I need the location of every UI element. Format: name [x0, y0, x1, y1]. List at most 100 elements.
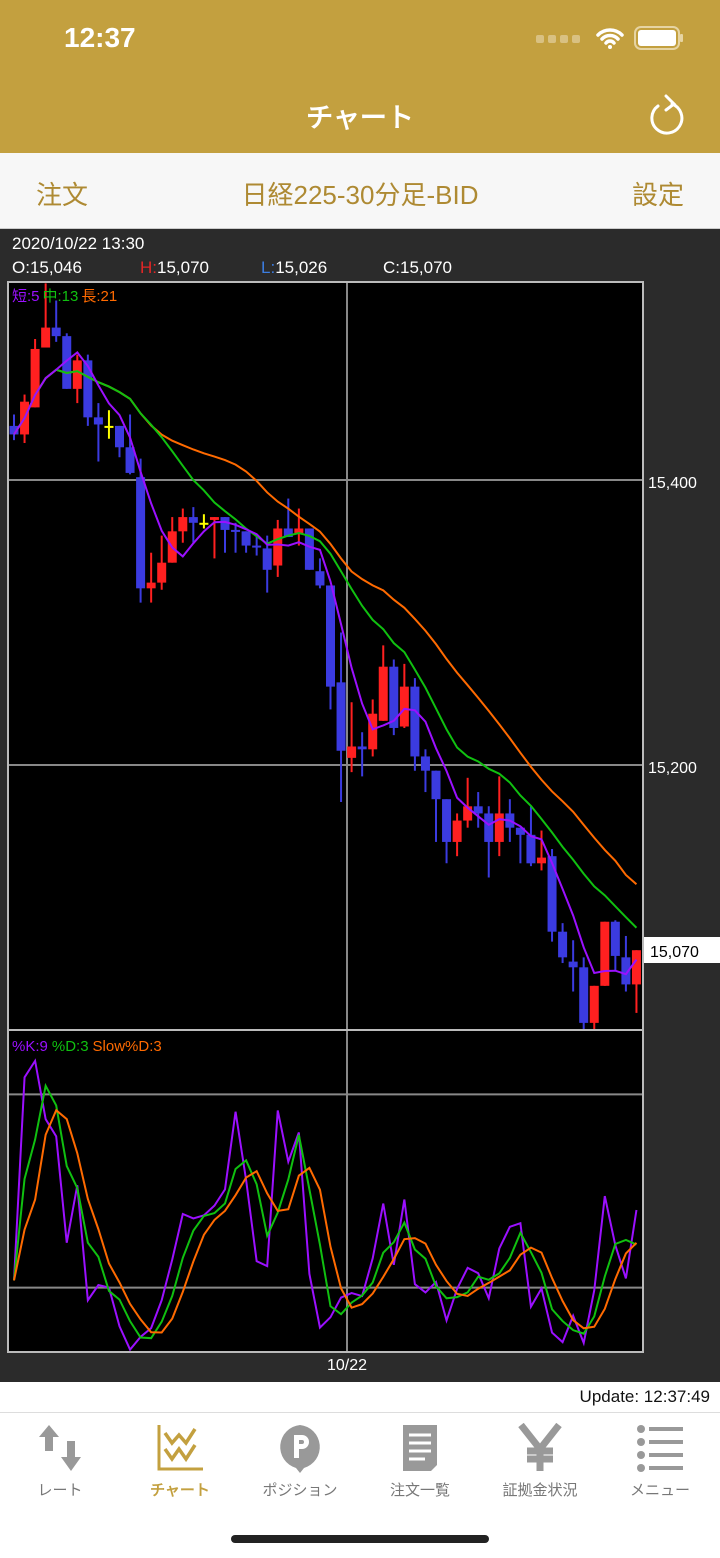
- candle-body: [93, 417, 103, 425]
- candle-body: [463, 806, 473, 821]
- candle-body: [473, 806, 483, 814]
- candle-body: [378, 666, 388, 721]
- candle-body: [547, 856, 557, 932]
- order-button[interactable]: 注文: [36, 180, 89, 210]
- candle-body: [399, 686, 409, 727]
- candle-body: [631, 950, 641, 985]
- ohlc-low: L:15,026: [261, 258, 327, 278]
- candlestick-chart[interactable]: 短:5 中:13 長:21 %K:9 %D:3 Slow%D:3 15,400 15,2…: [0, 229, 720, 1382]
- candle-body: [115, 425, 124, 448]
- moving-averages: [13, 350, 638, 976]
- candle-body: [600, 921, 610, 986]
- plot-background: [8, 282, 643, 1352]
- settings-button[interactable]: 設定: [631, 180, 684, 210]
- chart-toolbar: 注文 日経225-30分足-BID 設定: [0, 153, 720, 229]
- stoch-pane-border: [7, 1029, 644, 1353]
- high-value: 15,070: [157, 258, 209, 277]
- candle-body: [610, 921, 620, 956]
- rate-arrows-icon: [39, 1425, 81, 1471]
- ma-short-label: 短:5: [12, 288, 40, 305]
- candle-body: [30, 348, 40, 408]
- candle-body: [104, 425, 114, 428]
- x-tick-label: 10/22: [327, 1357, 367, 1374]
- candle-body: [537, 857, 546, 864]
- grid: [8, 282, 643, 1352]
- ma-mid-line: [13, 368, 638, 929]
- page-title: チャート: [306, 103, 414, 134]
- candle-body: [209, 517, 219, 520]
- candle-body: [494, 813, 504, 842]
- status-time: 12:37: [64, 22, 136, 53]
- candle-body: [125, 447, 135, 473]
- tab-menu[interactable]: メニュー: [600, 1423, 720, 1500]
- update-time: Update: 12:37:49: [579, 1387, 710, 1406]
- tab-margin[interactable]: 証拠金状況: [480, 1422, 600, 1500]
- tab-bar: レート チャート ポジション 注文一覧 証拠金状況 メニュー: [0, 1412, 720, 1558]
- candle-body: [220, 517, 230, 530]
- stoch-slowd-line: [13, 1108, 638, 1334]
- candle-body: [283, 528, 293, 538]
- candle-body: [83, 360, 93, 418]
- candle-body: [41, 327, 51, 348]
- refresh-icon[interactable]: [646, 94, 686, 138]
- stochastics: [13, 1058, 638, 1352]
- stoch-legend: %K:9 %D:3 Slow%D:3: [12, 1038, 162, 1055]
- tab-label: ポジション: [262, 1481, 338, 1499]
- high-label: H:: [140, 258, 157, 277]
- signal-icon: [536, 35, 580, 43]
- ma-long-label: 長:21: [81, 288, 117, 305]
- candle-body: [146, 582, 156, 589]
- tab-label: チャート: [150, 1481, 210, 1499]
- y-tick-label: 15,200: [648, 760, 697, 777]
- tab-label: レート: [37, 1481, 83, 1499]
- low-value: 15,026: [275, 258, 328, 277]
- candle-body: [262, 548, 272, 570]
- ma-mid-label: 中:13: [43, 288, 79, 305]
- tab-position[interactable]: ポジション: [240, 1423, 360, 1500]
- tab-rate[interactable]: レート: [0, 1423, 120, 1500]
- document-icon: [403, 1425, 437, 1471]
- candle-body: [410, 686, 420, 757]
- candle-body: [157, 562, 167, 583]
- candle-body: [231, 529, 241, 532]
- ohlc-datetime: 2020/10/22 13:30: [12, 234, 145, 253]
- ma-short-line: [13, 350, 638, 976]
- ohlc-close: C:15,070: [383, 258, 452, 277]
- candle-body: [452, 820, 462, 842]
- header-bar: [0, 0, 720, 153]
- ma-legend: 短:5 中:13 長:21: [12, 288, 117, 305]
- stoch-k-line: [13, 1058, 638, 1352]
- status-icons: [536, 26, 684, 50]
- yen-icon: [518, 1422, 562, 1471]
- candle-body: [51, 327, 61, 337]
- stoch-d-line: [13, 1082, 637, 1340]
- candle-body: [9, 425, 19, 435]
- candle-body: [568, 961, 578, 968]
- candle-body: [389, 666, 399, 728]
- tab-order-list[interactable]: 注文一覧: [360, 1423, 480, 1500]
- home-indicator: [231, 1535, 489, 1543]
- candle-body: [558, 931, 568, 958]
- candle-body: [178, 517, 188, 532]
- battery-icon: [634, 26, 683, 50]
- candle-body: [241, 531, 251, 546]
- ohlc-high: H:15,070: [140, 258, 209, 278]
- k-label: %K:9: [12, 1038, 48, 1055]
- tab-label: 証拠金状況: [502, 1481, 578, 1499]
- instrument-title[interactable]: 日経225-30分足-BID: [241, 180, 479, 210]
- candle-body: [347, 746, 357, 758]
- ohlc-open: O:15,046: [12, 258, 82, 277]
- candle-body: [442, 799, 452, 842]
- menu-list-icon: [637, 1425, 683, 1472]
- tab-label: 注文一覧: [389, 1481, 450, 1499]
- candle-body: [336, 682, 346, 751]
- candle-body: [589, 985, 599, 1023]
- candle-body: [431, 770, 441, 800]
- candle-body: [368, 713, 378, 750]
- candle-body: [62, 336, 72, 389]
- candle-body: [304, 528, 314, 570]
- tab-chart[interactable]: チャート: [120, 1423, 240, 1500]
- candle-body: [72, 360, 82, 389]
- candle-body: [420, 756, 430, 771]
- candle-body: [579, 967, 589, 1023]
